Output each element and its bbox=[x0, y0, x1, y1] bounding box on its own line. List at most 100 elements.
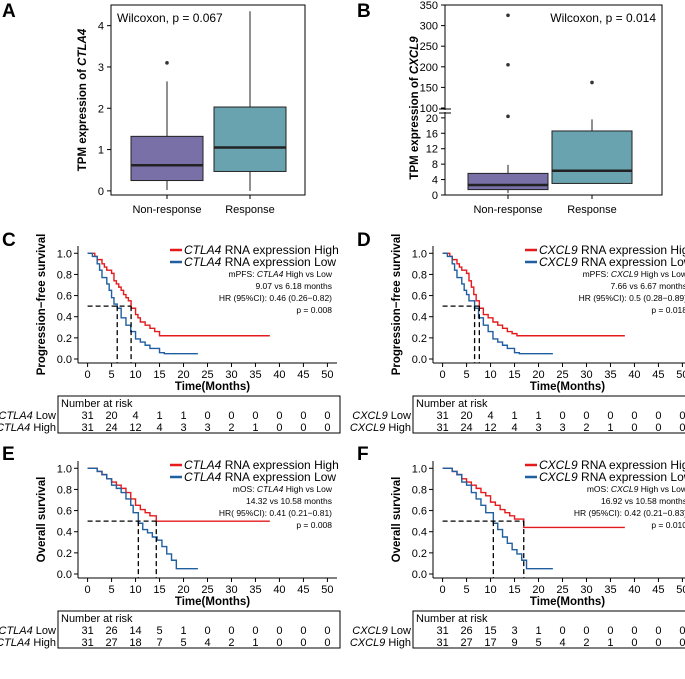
risk-count-low: 31 bbox=[436, 410, 448, 422]
risk-count-high: 31 bbox=[81, 422, 93, 434]
x-tick-label: 0 bbox=[85, 369, 91, 381]
x-tick-label: 45 bbox=[297, 369, 309, 381]
risk-count-high: 0 bbox=[655, 637, 661, 649]
legend-label-high: CTLA4 RNA expression High bbox=[184, 243, 339, 257]
risk-count-low: 1 bbox=[511, 410, 517, 422]
risk-count-high: 27 bbox=[105, 637, 117, 649]
y-tick-label-upper: 250 bbox=[420, 41, 438, 53]
x-tick-label: 25 bbox=[201, 369, 213, 381]
risk-table-title: Number at risk bbox=[416, 398, 488, 410]
x-tick-label: 20 bbox=[177, 584, 189, 596]
x-tick-label: 20 bbox=[177, 369, 189, 381]
stat-annotation: Wilcoxon, p = 0.067 bbox=[117, 11, 223, 25]
risk-count-high: 12 bbox=[484, 422, 496, 434]
risk-count-low: 0 bbox=[252, 410, 258, 422]
risk-count-low: 0 bbox=[204, 410, 210, 422]
risk-count-low: 0 bbox=[679, 625, 685, 637]
risk-count-low: 1 bbox=[156, 410, 162, 422]
risk-count-low: 0 bbox=[228, 410, 234, 422]
x-tick-label: 35 bbox=[604, 369, 616, 381]
risk-count-low: 0 bbox=[583, 625, 589, 637]
km-curve-high bbox=[87, 252, 270, 337]
risk-count-high: 2 bbox=[583, 637, 589, 649]
y-tick-label-lower: 8 bbox=[432, 159, 438, 171]
risk-count-high: 31 bbox=[436, 637, 448, 649]
risk-count-low: 1 bbox=[535, 410, 541, 422]
x-tick-label: 0 bbox=[440, 369, 446, 381]
axis-break-gap bbox=[444, 110, 447, 112]
x-tick-label: 5 bbox=[109, 584, 115, 596]
risk-count-high: 4 bbox=[511, 422, 517, 434]
y-tick-label: 0.4 bbox=[412, 312, 427, 324]
x-tick-label: Non-response bbox=[473, 204, 542, 216]
stats-line-2: 14.32 vs 10.58 months bbox=[246, 496, 332, 506]
risk-count-low: 0 bbox=[631, 625, 637, 637]
y-tick-label: 0.8 bbox=[412, 484, 427, 496]
stats-line-3: HR (95%CI): 0.46 (0.26−0.82) bbox=[219, 293, 332, 303]
risk-table-frame bbox=[57, 610, 341, 649]
y-tick-label-lower: 4 bbox=[432, 175, 438, 187]
risk-count-low: 4 bbox=[132, 410, 138, 422]
risk-count-low: 0 bbox=[300, 625, 306, 637]
x-tick-label: 50 bbox=[676, 369, 685, 381]
y-tick-label-upper: 200 bbox=[420, 62, 438, 74]
outlier-point bbox=[506, 62, 510, 67]
x-tick-label: Response bbox=[567, 204, 617, 216]
stats-line-2: 9.07 vs 6.18 months bbox=[255, 281, 332, 291]
x-tick-label: 35 bbox=[249, 584, 261, 596]
legend-label-high: CXCL9 RNA expression High bbox=[539, 458, 685, 472]
x-tick-label: 10 bbox=[484, 584, 496, 596]
risk-count-high: 0 bbox=[276, 637, 282, 649]
km-curve-low bbox=[87, 467, 198, 570]
y-tick-label: 3 bbox=[98, 62, 104, 74]
risk-count-low: 0 bbox=[300, 410, 306, 422]
x-tick-label: 40 bbox=[273, 584, 285, 596]
risk-count-high: 0 bbox=[679, 637, 685, 649]
y-tick-label: 0.4 bbox=[412, 527, 427, 539]
risk-count-low: 1 bbox=[535, 625, 541, 637]
risk-count-low: 0 bbox=[324, 410, 330, 422]
risk-count-low: 15 bbox=[484, 625, 496, 637]
y-tick-label: 1.0 bbox=[412, 463, 427, 475]
x-tick-label: 25 bbox=[556, 584, 568, 596]
y-tick-label-lower: 20 bbox=[426, 113, 438, 125]
x-tick-label: 30 bbox=[225, 369, 237, 381]
plot-frame bbox=[444, 4, 663, 196]
panel-label-d: D bbox=[357, 230, 371, 251]
risk-count-high: 18 bbox=[129, 637, 141, 649]
risk-count-high: 5 bbox=[180, 637, 186, 649]
x-tick-label: 45 bbox=[652, 584, 664, 596]
risk-table-frame bbox=[412, 395, 685, 434]
risk-row-label-high: CXCL9 High bbox=[350, 422, 411, 434]
chart-f-os-cxcl9: 0.00.20.40.60.81.005101520253035404550Ti… bbox=[350, 458, 685, 649]
x-tick-label: Non-response bbox=[132, 204, 201, 216]
legend-label-high: CTLA4 RNA expression High bbox=[184, 458, 339, 472]
risk-count-high: 12 bbox=[129, 422, 141, 434]
legend-label-low: CXCL9 RNA expression Low bbox=[539, 255, 685, 269]
risk-table-title: Number at risk bbox=[416, 613, 488, 625]
risk-count-high: 2 bbox=[228, 637, 234, 649]
risk-count-low: 3 bbox=[511, 625, 517, 637]
risk-table-frame bbox=[57, 395, 341, 434]
risk-count-low: 0 bbox=[276, 625, 282, 637]
x-tick-label: 45 bbox=[652, 369, 664, 381]
risk-count-high: 1 bbox=[252, 637, 258, 649]
risk-count-low: 0 bbox=[607, 625, 613, 637]
risk-count-low: 0 bbox=[276, 410, 282, 422]
x-tick-label: 40 bbox=[273, 369, 285, 381]
y-tick-label-lower: 12 bbox=[426, 144, 438, 156]
risk-count-high: 4 bbox=[559, 637, 565, 649]
y-tick-label: 0.2 bbox=[412, 333, 427, 345]
km-curve-low bbox=[442, 467, 553, 570]
risk-count-low: 0 bbox=[559, 625, 565, 637]
y-tick-label: 0.6 bbox=[57, 291, 72, 303]
box-non-response bbox=[130, 135, 204, 182]
outlier-point bbox=[506, 13, 510, 18]
risk-count-high: 3 bbox=[204, 422, 210, 434]
y-tick-label-lower: 16 bbox=[426, 128, 438, 140]
x-tick-label: 10 bbox=[484, 369, 496, 381]
legend-label-high: CXCL9 RNA expression High bbox=[539, 243, 685, 257]
y-tick-label: 1.0 bbox=[57, 248, 72, 260]
risk-count-high: 1 bbox=[252, 422, 258, 434]
y-tick-label: 0.6 bbox=[412, 291, 427, 303]
